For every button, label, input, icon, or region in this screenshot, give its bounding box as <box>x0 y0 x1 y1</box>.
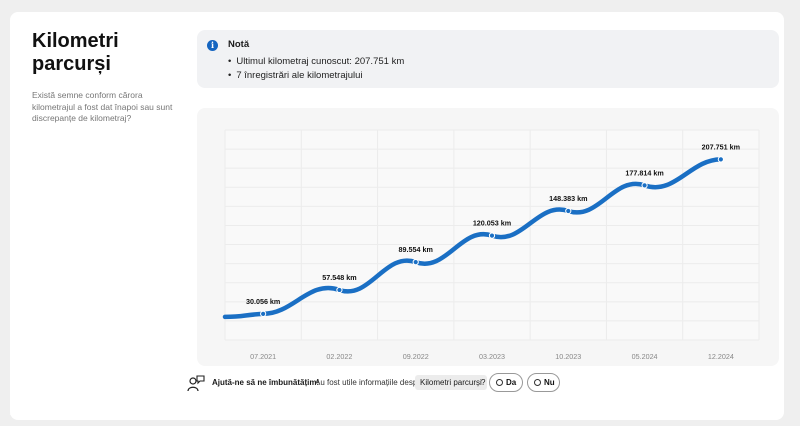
feedback-yes-label: Da <box>506 378 517 387</box>
radio-circle-icon <box>534 379 541 386</box>
x-tick-label: 12.2024 <box>708 352 734 361</box>
feedback-no-button[interactable]: Nu <box>527 373 560 392</box>
x-tick-label: 10.2023 <box>555 352 581 361</box>
data-label: 57.548 km <box>322 273 356 282</box>
data-label: 148.383 km <box>549 194 587 203</box>
radio-circle-icon <box>496 379 503 386</box>
data-point <box>336 286 343 294</box>
note-item-record-count: 7 înregistrări ale kilometrajului <box>228 69 404 83</box>
data-point <box>488 232 496 239</box>
feedback-yes-button[interactable]: Da <box>489 373 523 392</box>
x-tick-label: 07.2021 <box>250 352 276 361</box>
section-header: Kilometri parcurși Există semne conform … <box>32 30 182 125</box>
x-tick-label: 09.2022 <box>403 352 429 361</box>
section-subtitle: Există semne conform cărora kilometrajul… <box>32 90 173 123</box>
feedback-topic-chip: Kilometri parcurși <box>415 375 487 390</box>
note-item-last-mileage: Ultimul kilometraj cunoscut: 207.751 km <box>228 55 404 69</box>
data-point <box>412 259 419 266</box>
note-title: Notă <box>228 39 250 50</box>
data-label: 30.056 km <box>246 297 280 306</box>
info-icon: i <box>207 40 218 51</box>
x-tick-label: 05.2024 <box>632 352 658 361</box>
mileage-chart-panel: 30.056 km 07.2021 57.548 km 02.2022 89.554 k… <box>197 108 779 366</box>
data-label: 120.053 km <box>473 219 511 228</box>
x-tick-label: 03.2023 <box>479 352 505 361</box>
data-point <box>565 207 572 215</box>
feedback-no-label: Nu <box>544 378 555 387</box>
note-box: i Notă Ultimul kilometraj cunoscut: 207.… <box>197 30 779 88</box>
x-tick-label: 02.2022 <box>326 352 352 361</box>
data-point <box>641 182 648 189</box>
feedback-question: Au fost utile informațiile despre <box>315 378 425 387</box>
feedback-person-icon <box>187 375 205 392</box>
data-point <box>260 310 267 317</box>
data-label: 177.814 km <box>625 168 663 177</box>
feedback-bar: Ajută-ne să ne îmbunătățim! Au fost util… <box>187 372 607 394</box>
note-list: Ultimul kilometraj cunoscut: 207.751 km … <box>228 55 404 82</box>
section-title: Kilometri parcurși <box>32 30 119 75</box>
data-label: 207.751 km <box>702 142 740 151</box>
mileage-chart: 30.056 km 07.2021 57.548 km 02.2022 89.554 k… <box>222 129 760 361</box>
feedback-question-mark: ? <box>481 378 486 387</box>
feedback-heading: Ajută-ne să ne îmbunătățim! <box>212 378 320 387</box>
mileage-line <box>222 157 724 320</box>
data-point <box>717 156 724 163</box>
mileage-card: Kilometri parcurși Există semne conform … <box>10 12 784 420</box>
watermark-logo: AUTOVIT.RO <box>10 400 124 419</box>
data-label: 89.554 km <box>399 245 433 254</box>
